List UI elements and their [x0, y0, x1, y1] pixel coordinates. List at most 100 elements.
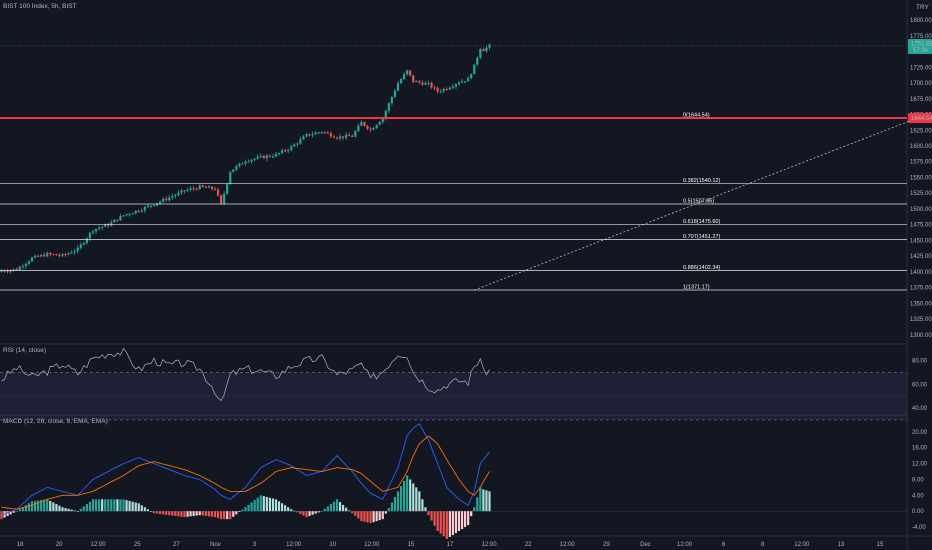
- level-badge-value: 1644.54: [911, 116, 932, 122]
- macd-histogram-bar: [421, 499, 424, 512]
- macd-histogram-bar: [15, 511, 18, 512]
- macd-histogram-bar: [195, 511, 198, 516]
- macd-histogram-bar: [308, 511, 311, 516]
- macd-tick-label: 8.00: [912, 477, 924, 483]
- fib-label: 0.707(1451.27): [683, 234, 720, 240]
- candle-body: [171, 196, 174, 198]
- candle-body: [320, 132, 323, 134]
- candle-body: [12, 269, 15, 271]
- macd-histogram-bar: [43, 499, 46, 512]
- macd-histogram-bar: [186, 511, 189, 517]
- macd-histogram-bar: [247, 504, 250, 512]
- candle-body: [354, 131, 357, 137]
- candle-body: [165, 198, 168, 201]
- macd-line: [1, 423, 490, 516]
- macd-histogram-bar: [40, 500, 43, 512]
- macd-title: MACD (12, 26, close, 9, EMA, EMA): [3, 418, 108, 425]
- y-tick-label: 1525.00: [910, 191, 932, 197]
- macd-histogram-bar: [482, 489, 485, 512]
- macd-histogram-bar: [67, 508, 70, 512]
- macd-histogram-bar: [107, 499, 110, 512]
- candle-body: [351, 135, 354, 137]
- macd-histogram-bar: [91, 499, 95, 512]
- y-tick-label: 1450.00: [910, 238, 932, 244]
- y-tick-label: 1350.00: [910, 301, 932, 307]
- candle-body: [485, 47, 488, 52]
- candle-body: [293, 144, 296, 147]
- candle-body: [250, 159, 253, 162]
- macd-histogram-bar: [384, 511, 387, 514]
- macd-histogram-bar: [155, 511, 159, 514]
- macd-histogram-bar: [146, 509, 149, 512]
- candle-body: [290, 146, 293, 150]
- candle-body: [406, 70, 409, 75]
- macd-histogram-bar: [85, 504, 88, 512]
- macd-histogram-bar: [457, 511, 461, 532]
- price-badge-countdown: 57:34: [913, 48, 929, 54]
- macd-histogram-bar: [159, 511, 162, 514]
- x-tick-label: 12:00: [794, 542, 810, 548]
- candle-body: [146, 205, 149, 207]
- candle-body: [24, 263, 27, 267]
- macd-pane: [0, 423, 907, 539]
- macd-histogram-bar: [409, 479, 412, 512]
- macd-histogram-bar: [76, 511, 79, 512]
- macd-histogram-bar: [189, 511, 192, 517]
- macd-histogram-bar: [119, 499, 122, 512]
- macd-histogram-bar: [204, 511, 207, 516]
- macd-histogram-bar: [30, 501, 34, 512]
- macd-histogram-bar: [372, 511, 375, 523]
- macd-histogram-bar: [64, 508, 67, 512]
- candle-body: [381, 117, 384, 122]
- macd-histogram-bar: [198, 511, 201, 516]
- candle-body: [363, 122, 366, 126]
- macd-histogram-bar: [122, 499, 125, 512]
- macd-histogram-bar: [317, 511, 320, 513]
- candle-body: [40, 254, 43, 257]
- candle-body: [427, 82, 430, 84]
- macd-histogram-bar: [442, 511, 445, 537]
- macd-histogram-bar: [101, 499, 104, 512]
- macd-histogram-bar: [262, 496, 265, 512]
- candle-body: [439, 91, 442, 93]
- candle-body: [482, 49, 485, 52]
- macd-tick-label: -4.00: [912, 525, 926, 531]
- macd-histogram-bar: [24, 505, 27, 512]
- macd-histogram-bar: [82, 506, 85, 512]
- y-tick-label: 1775.00: [910, 34, 932, 40]
- candle-body: [314, 132, 317, 135]
- macd-histogram-bar: [37, 500, 40, 512]
- candle-body: [476, 57, 479, 65]
- x-tick-label: Nov: [210, 542, 221, 548]
- macd-histogram-bar: [387, 508, 390, 512]
- macd-tick-label: 20.00: [912, 430, 928, 436]
- macd-histogram-bar: [473, 507, 476, 512]
- x-tick-label: 12:00: [677, 542, 693, 548]
- macd-histogram-bar: [335, 499, 339, 512]
- macd-histogram-bar: [265, 496, 268, 512]
- candle-body: [479, 49, 482, 58]
- fib-label: 0(1644.54): [683, 112, 710, 118]
- candle-body: [223, 193, 226, 204]
- macd-histogram-bar: [180, 511, 183, 517]
- rsi-title: RSI (14, close): [3, 347, 46, 354]
- candle-body: [52, 254, 55, 256]
- y-tick-label: 1625.00: [910, 128, 932, 134]
- macd-histogram-bar: [244, 507, 247, 512]
- candle-body: [9, 270, 12, 272]
- macd-histogram-bar: [104, 499, 107, 512]
- macd-histogram-bar: [271, 498, 275, 512]
- candle-body: [201, 185, 204, 187]
- rsi-tick-label: 40.00: [912, 406, 928, 412]
- x-tick-label: 12:00: [482, 542, 498, 548]
- rsi-band: [0, 372, 907, 420]
- macd-histogram-bar: [113, 499, 116, 512]
- macd-histogram-bar: [345, 507, 348, 512]
- candle-body: [180, 190, 183, 193]
- x-tick-label: 17: [447, 542, 454, 548]
- macd-histogram-bar: [241, 509, 244, 512]
- candle-body: [433, 87, 436, 89]
- candle-body: [189, 188, 192, 190]
- macd-histogram-bar: [79, 508, 82, 512]
